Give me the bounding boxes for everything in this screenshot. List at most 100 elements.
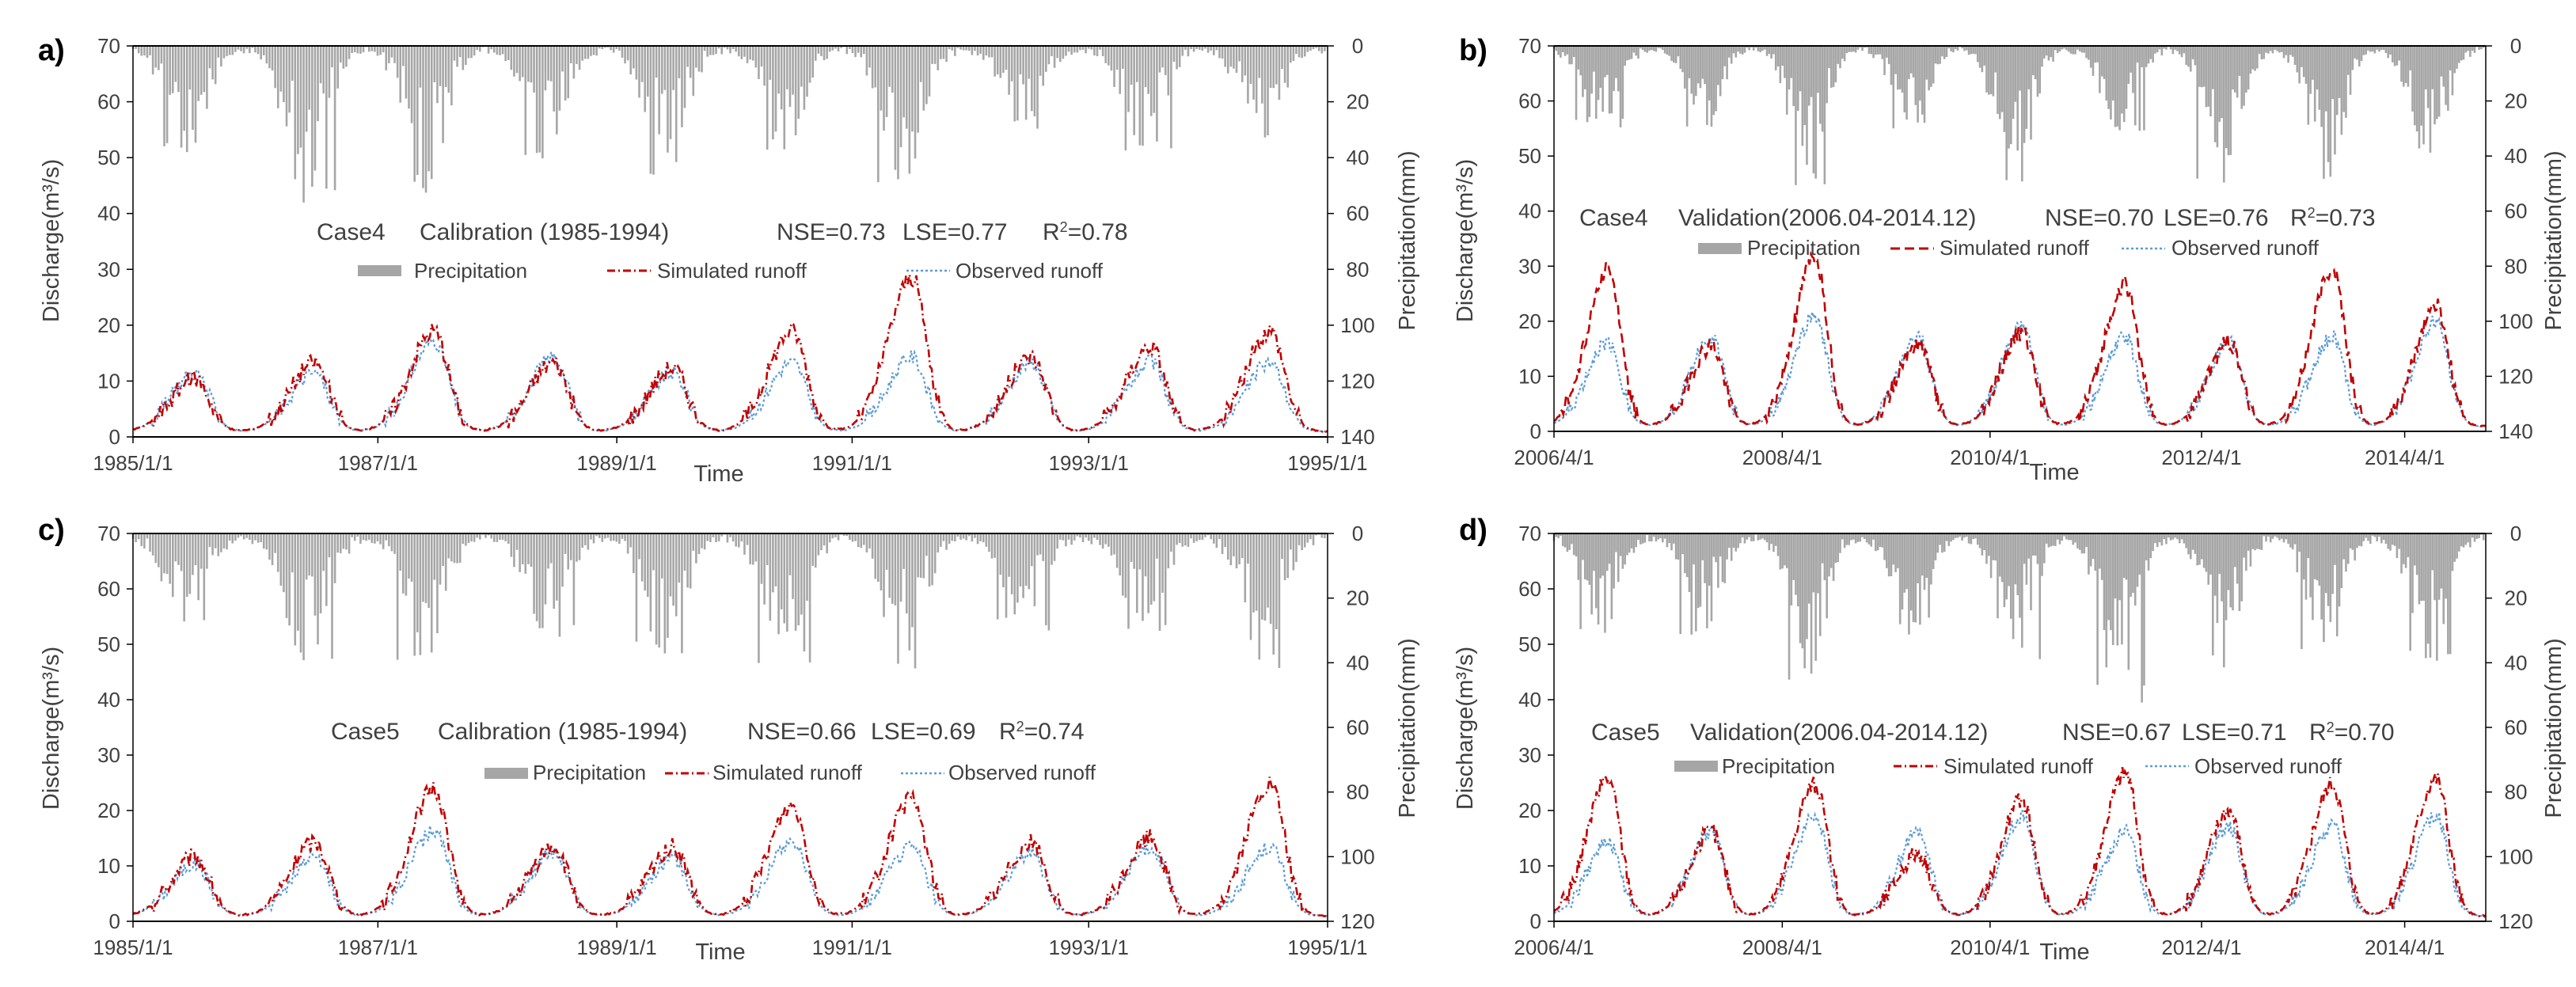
- y2-tick-label: 100: [1340, 845, 1374, 868]
- y2-tick-label: 20: [2505, 587, 2528, 610]
- nse-label: NSE=0.66: [747, 719, 857, 745]
- legend-swatch-precipitation: [1674, 761, 1718, 772]
- y2-tick-label: 60: [2505, 716, 2528, 739]
- y-tick-label: 40: [97, 688, 120, 712]
- y-tick-label: 50: [97, 632, 120, 656]
- x-axis-label: Time: [2039, 940, 2089, 965]
- r2-label: R2=0.78: [1043, 219, 1128, 245]
- y-tick-label: 70: [1518, 522, 1541, 545]
- y-tick-label: 50: [1518, 144, 1541, 168]
- y2-tick-label: 0: [1352, 522, 1363, 545]
- case-label: Case4: [1579, 205, 1648, 231]
- legend-swatch-precipitation: [1698, 243, 1742, 254]
- y-tick-label: 10: [1518, 854, 1541, 878]
- lse-label: LSE=0.77: [902, 219, 1008, 245]
- y2-tick-label: 0: [2510, 522, 2521, 545]
- case-label: Case4: [317, 219, 386, 245]
- y-axis-label: Discharge(m³/s): [39, 159, 64, 322]
- nse-label: NSE=0.67: [2062, 719, 2171, 746]
- legend-label-simulated: Simulated runoff: [1943, 754, 2094, 778]
- y-tick-label: 10: [1518, 364, 1541, 388]
- y2-tick-label: 80: [1347, 257, 1370, 281]
- x-tick-label: 1989/1/1: [577, 451, 657, 475]
- panel-label: c): [38, 514, 65, 547]
- panel-b: b) Discharge(m³/s) Precipitation(mm) Tim…: [1453, 34, 2567, 485]
- y-tick-label: 0: [1530, 909, 1541, 933]
- y2-tick-label: 140: [2498, 419, 2532, 443]
- y-tick-label: 20: [1518, 309, 1541, 333]
- panel-label: d): [1459, 514, 1487, 547]
- x-tick-label: 1987/1/1: [338, 936, 418, 959]
- x-tick-label: 1987/1/1: [338, 451, 418, 475]
- panel-a: a) Discharge(m³/s) Precipitation(mm) Tim…: [38, 34, 1420, 487]
- y2-axis-label: Precipitation(mm): [1395, 150, 1420, 330]
- y-tick-label: 60: [1518, 89, 1541, 113]
- x-tick-label: 2014/4/1: [2365, 446, 2445, 469]
- x-tick-label: 2014/4/1: [2365, 936, 2445, 959]
- simulated-runoff-line: [132, 274, 1328, 434]
- annotation: Case4 Validation(2006.04-2014.12) NSE=0.…: [1579, 205, 2376, 231]
- legend-label-simulated: Simulated runoff: [657, 259, 807, 283]
- y-tick-label: 30: [97, 257, 120, 281]
- y2-tick-label: 40: [1347, 146, 1370, 169]
- y2-tick-label: 20: [2505, 89, 2528, 113]
- y-tick-label: 40: [97, 202, 120, 226]
- case-label: Case5: [1591, 719, 1660, 746]
- legend-label-observed: Observed runoff: [956, 259, 1104, 283]
- y2-tick-label: 140: [1340, 425, 1374, 449]
- y-tick-label: 30: [1518, 254, 1541, 278]
- legend: Precipitation Simulated runoff Observed …: [358, 259, 1104, 283]
- precipitation-series: [131, 46, 1326, 203]
- y-tick-label: 20: [1518, 799, 1541, 822]
- x-tick-label: 2010/4/1: [1950, 936, 2030, 959]
- x-tick-label: 1993/1/1: [1049, 451, 1129, 475]
- x-tick-label: 2008/4/1: [1742, 446, 1822, 469]
- y-tick-label: 60: [1518, 577, 1541, 601]
- y2-tick-label: 0: [1352, 34, 1363, 58]
- y-tick-label: 10: [97, 854, 120, 878]
- nse-label: NSE=0.70: [2045, 205, 2154, 231]
- y-tick-label: 0: [109, 425, 120, 449]
- simulated-runoff-line: [1553, 250, 2487, 427]
- panel-label: b): [1459, 34, 1487, 67]
- y2-tick-label: 0: [2510, 34, 2521, 58]
- x-axis-label: Time: [2029, 460, 2079, 485]
- y2-tick-label: 100: [1340, 313, 1374, 337]
- lse-label: LSE=0.71: [2182, 719, 2287, 746]
- y2-tick-label: 20: [1347, 90, 1370, 114]
- annotation: Case5 Calibration (1985-1994) NSE=0.66 L…: [331, 719, 1085, 745]
- period-label: Validation(2006.04-2014.12): [1678, 205, 1976, 231]
- legend: Precipitation Simulated runoff Observed …: [1698, 236, 2320, 260]
- y-tick-label: 40: [1518, 688, 1541, 712]
- y-tick-label: 60: [97, 577, 120, 601]
- plot-area: 0 10 20 30 40 50 60 70 0 20 40 60 80 100 120 140 2006/4/…: [1514, 34, 2532, 469]
- y-tick-label: 10: [97, 369, 120, 393]
- period-label: Validation(2006.04-2014.12): [1690, 719, 1988, 746]
- lse-label: LSE=0.76: [2164, 205, 2269, 231]
- y2-tick-label: 20: [1347, 587, 1370, 610]
- y-tick-label: 60: [97, 90, 120, 114]
- legend-swatch-precipitation: [358, 265, 401, 276]
- y-axis-label: Discharge(m³/s): [39, 647, 64, 810]
- y-tick-label: 40: [1518, 199, 1541, 223]
- x-tick-label: 2012/4/1: [2161, 446, 2241, 469]
- legend-label-observed: Observed runoff: [948, 761, 1096, 784]
- plot-area: 0 10 20 30 40 50 60 70 0 20 40 60 80 100 120 1985/1/1 19…: [93, 522, 1374, 959]
- x-axis-label: Time: [695, 940, 745, 965]
- x-tick-label: 1991/1/1: [812, 451, 892, 475]
- annotation: Case5 Validation(2006.04-2014.12) NSE=0.…: [1591, 719, 2395, 746]
- y-axis-label: Discharge(m³/s): [1453, 647, 1478, 810]
- plot-area: 0 10 20 30 40 50 60 70 0 20 40 60 80 100 120 2006/4/1 20…: [1514, 522, 2532, 959]
- y2-axis-label: Precipitation(mm): [2541, 150, 2567, 330]
- y-tick-label: 0: [1530, 419, 1541, 443]
- r2-label: R2=0.74: [999, 719, 1085, 745]
- panel-c: c) Discharge(m³/s) Precipitation(mm) Tim…: [38, 514, 1420, 965]
- y-tick-label: 50: [1518, 632, 1541, 656]
- y2-tick-label: 40: [2505, 651, 2528, 674]
- legend-label-precipitation: Precipitation: [414, 259, 527, 283]
- x-tick-label: 1985/1/1: [93, 936, 173, 959]
- x-tick-label: 1993/1/1: [1049, 936, 1129, 959]
- case-label: Case5: [331, 719, 400, 745]
- x-tick-label: 2008/4/1: [1742, 936, 1822, 959]
